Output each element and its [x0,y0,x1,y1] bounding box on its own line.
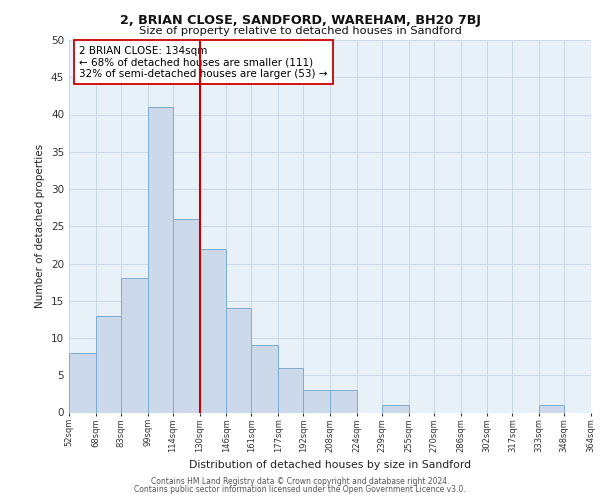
Y-axis label: Number of detached properties: Number of detached properties [35,144,46,308]
Bar [278,368,303,412]
Bar [303,390,330,412]
Text: 2, BRIAN CLOSE, SANDFORD, WAREHAM, BH20 7BJ: 2, BRIAN CLOSE, SANDFORD, WAREHAM, BH20 … [119,14,481,27]
Text: 2 BRIAN CLOSE: 134sqm
← 68% of detached houses are smaller (111)
32% of semi-det: 2 BRIAN CLOSE: 134sqm ← 68% of detached … [79,46,328,79]
Bar [382,405,409,412]
Bar [330,390,357,412]
X-axis label: Distribution of detached houses by size in Sandford: Distribution of detached houses by size … [189,460,471,470]
Bar [148,107,173,412]
Text: Contains HM Land Registry data © Crown copyright and database right 2024.: Contains HM Land Registry data © Crown c… [151,477,449,486]
Bar [121,278,148,412]
Bar [69,353,96,412]
Text: Contains public sector information licensed under the Open Government Licence v3: Contains public sector information licen… [134,484,466,494]
Bar [96,316,121,412]
Bar [539,405,564,412]
Bar [173,219,199,412]
Bar [251,346,278,412]
Text: Size of property relative to detached houses in Sandford: Size of property relative to detached ho… [139,26,461,36]
Bar [199,248,226,412]
Bar [226,308,251,412]
